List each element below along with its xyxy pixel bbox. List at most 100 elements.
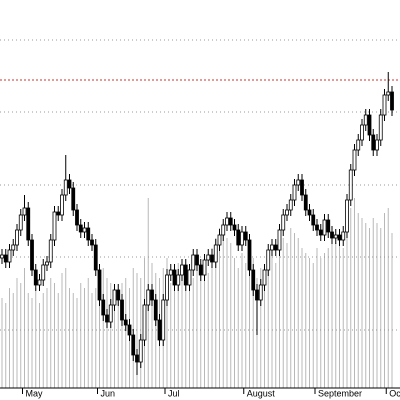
candle-body xyxy=(240,231,244,246)
candle-body xyxy=(315,224,319,231)
candle-body xyxy=(262,269,267,286)
candle-body xyxy=(176,274,181,286)
candle-body xyxy=(232,224,237,231)
candle-body xyxy=(191,254,196,271)
candle-body xyxy=(318,229,323,236)
candle-body xyxy=(161,299,166,341)
candle-body xyxy=(41,264,46,281)
candle-body xyxy=(285,209,289,216)
candle-body xyxy=(108,304,113,323)
candle-body xyxy=(352,149,357,171)
candle-body xyxy=(120,299,124,321)
candle-body xyxy=(326,219,331,233)
candle-body xyxy=(116,289,121,301)
candle-body xyxy=(172,269,177,286)
candle-body xyxy=(251,269,256,291)
candle-body xyxy=(273,244,278,251)
candle-body xyxy=(93,244,98,271)
candle-body xyxy=(390,91,394,111)
candle-body xyxy=(33,269,38,286)
candle-body xyxy=(127,324,132,336)
candle-body xyxy=(228,217,233,226)
candle-body xyxy=(60,194,64,216)
candle-body xyxy=(277,229,282,251)
candle-body xyxy=(202,259,207,276)
candle-body xyxy=(165,274,169,301)
candle-body xyxy=(153,299,158,321)
candle-body xyxy=(63,179,68,196)
candle-body xyxy=(221,224,226,236)
candle-body xyxy=(371,134,376,151)
x-tick-label: Jul xyxy=(168,388,180,398)
x-tick-label: May xyxy=(26,388,44,398)
candle-body xyxy=(288,199,293,211)
candle-body xyxy=(307,209,312,216)
candle-body xyxy=(206,254,211,261)
candle-body xyxy=(270,244,274,251)
candle-body xyxy=(45,261,49,266)
candle-body xyxy=(26,207,31,241)
candle-body xyxy=(180,264,184,276)
candle-body xyxy=(86,227,91,241)
candle-body xyxy=(90,239,94,246)
candle-body xyxy=(217,234,222,246)
candle-body xyxy=(198,264,203,276)
candle-body xyxy=(210,254,214,263)
candle-body xyxy=(303,194,308,211)
candle-body xyxy=(311,214,316,226)
candle-body xyxy=(157,319,162,341)
candle-body xyxy=(97,269,102,301)
candle-body xyxy=(3,254,8,263)
candle-body xyxy=(75,209,79,226)
x-tick-label: Jun xyxy=(101,388,116,398)
candle-body xyxy=(183,264,188,286)
candle-body xyxy=(0,254,4,259)
candle-body xyxy=(363,114,368,126)
candle-body xyxy=(138,339,143,363)
candle-body xyxy=(225,217,229,226)
x-tick-label: August xyxy=(247,388,276,398)
candle-body xyxy=(213,244,218,263)
candle-body xyxy=(255,289,259,301)
candle-body xyxy=(243,231,248,241)
candle-body xyxy=(266,249,271,271)
candle-body xyxy=(123,319,128,326)
candle-body xyxy=(112,289,117,306)
candle-body xyxy=(30,239,34,271)
candle-body xyxy=(18,214,23,231)
candle-body xyxy=(135,354,139,363)
candle-body xyxy=(105,314,109,323)
candle-body xyxy=(131,334,136,356)
candle-body xyxy=(37,279,42,286)
candle-body xyxy=(168,269,173,276)
candle-body xyxy=(345,199,349,233)
candle-body xyxy=(378,114,383,141)
candle-body xyxy=(22,207,27,216)
candle-body xyxy=(258,284,263,301)
candle-body xyxy=(15,229,19,246)
candle-body xyxy=(11,244,16,251)
candle-body xyxy=(56,211,61,216)
candle-body xyxy=(82,227,87,233)
candle-body xyxy=(367,114,372,136)
x-tick-label: October xyxy=(389,388,400,398)
candle-body xyxy=(142,304,147,341)
candle-body xyxy=(150,289,154,301)
candle-body xyxy=(382,94,387,116)
candle-body xyxy=(48,239,53,263)
candle-body xyxy=(386,91,391,96)
candle-body xyxy=(375,139,379,151)
candle-body xyxy=(330,231,334,239)
candle-body xyxy=(101,299,106,316)
candle-body xyxy=(236,229,241,246)
candle-body xyxy=(322,219,327,236)
x-tick-label: September xyxy=(318,388,362,398)
candle-body xyxy=(247,239,252,271)
candle-body xyxy=(78,224,83,233)
candle-body xyxy=(360,124,364,141)
candle-body xyxy=(187,269,192,286)
candle-body xyxy=(348,169,353,201)
candle-body xyxy=(281,214,286,231)
candle-body xyxy=(341,231,346,241)
